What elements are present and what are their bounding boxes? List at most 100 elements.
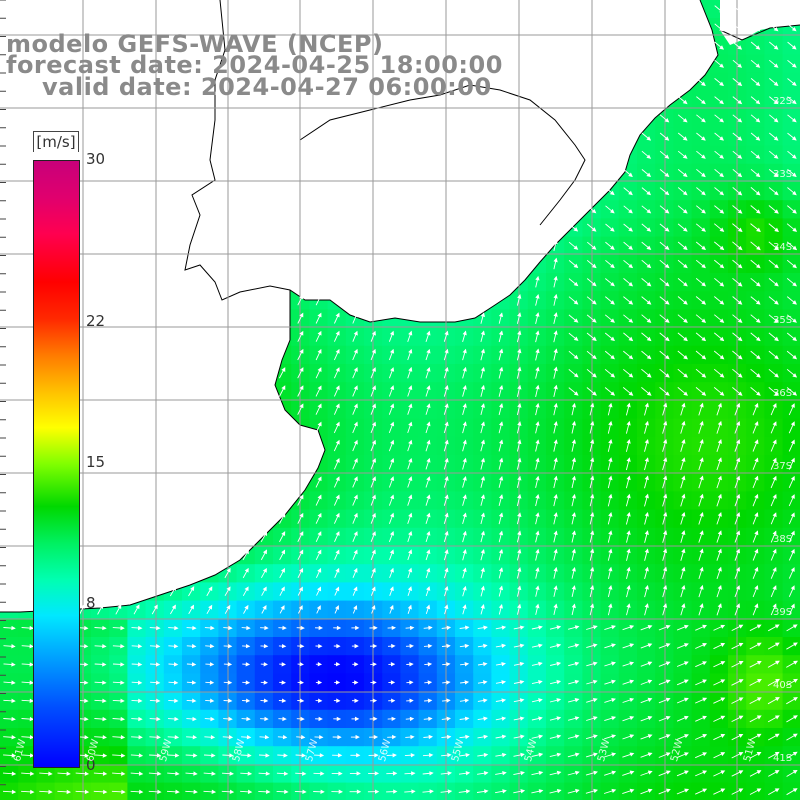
wind-arrow-head <box>608 493 613 499</box>
wind-arrow-head <box>157 789 162 794</box>
wind-arrow-head <box>772 457 777 463</box>
wind-arrow-head <box>519 625 525 630</box>
wind-arrow-head <box>174 625 179 631</box>
wind-arrow-head <box>389 567 394 573</box>
wind-arrow-head <box>281 385 286 391</box>
wind-arrow-head <box>683 336 688 342</box>
wind-arrow-head <box>628 227 633 232</box>
wind-arrow-head <box>335 330 340 336</box>
wind-arrow-head <box>682 154 688 159</box>
wind-arrow-head <box>498 530 504 536</box>
wind-arrow-head <box>444 403 449 408</box>
wind-arrow-head <box>299 531 304 536</box>
wind-arrow-head <box>408 476 413 481</box>
wind-arrow-head <box>646 281 652 287</box>
wind-arrow-head <box>792 788 798 793</box>
wind-arrow-head <box>790 421 795 427</box>
wind-arrow-head <box>626 439 631 444</box>
wind-arrow-head <box>790 457 795 463</box>
wind-arrow-head <box>535 567 540 572</box>
wind-arrow-head <box>573 300 579 305</box>
land-mask <box>0 0 800 612</box>
wind-arrow-head <box>392 753 397 758</box>
wind-arrow-head <box>244 604 249 610</box>
wind-arrow-head <box>444 530 449 536</box>
wind-arrow-head <box>444 439 449 445</box>
wind-cell <box>782 291 800 310</box>
wind-arrow-head <box>792 300 797 305</box>
wind-arrow-head <box>244 586 249 592</box>
wind-arrow-head <box>720 715 726 720</box>
wind-arrow-head <box>793 642 798 647</box>
wind-arrow-head <box>535 494 540 499</box>
wind-arrow-head <box>754 475 759 481</box>
wind-arrow-head <box>462 530 467 536</box>
wind-arrow-head <box>772 512 777 518</box>
wind-arrow-head <box>556 625 562 630</box>
wind-arrow-head <box>592 679 598 685</box>
colorbar-tick-label: 0 <box>86 756 96 774</box>
wind-arrow-head <box>390 662 396 667</box>
wind-arrow-head <box>556 789 562 794</box>
wind-arrow-head <box>699 493 704 499</box>
wind-arrow-head <box>755 282 761 287</box>
wind-arrow-head <box>553 603 558 609</box>
wind-arrow-head <box>190 604 194 610</box>
wind-arrow-head <box>444 330 449 336</box>
wind-arrow-head <box>717 603 722 608</box>
wind-arrow-head <box>592 643 598 648</box>
wind-cell <box>782 236 800 256</box>
wind-arrow-head <box>719 190 725 196</box>
wind-arrow-head <box>591 263 597 269</box>
wind-arrow-head <box>29 644 34 649</box>
wind-arrow-head <box>772 548 777 554</box>
wind-arrow-head <box>137 680 143 685</box>
wind-arrow-head <box>792 769 798 775</box>
wind-arrow-head <box>446 662 451 667</box>
wind-arrow-head <box>374 771 380 776</box>
wind-arrow-head <box>735 530 741 536</box>
wind-arrow-head <box>717 566 722 572</box>
wind-arrow-head <box>609 227 615 232</box>
wind-arrow-head <box>535 457 540 463</box>
wind-arrow-head <box>629 625 635 630</box>
wind-arrow-head <box>699 603 704 608</box>
wind-arrow-head <box>501 625 507 630</box>
wind-arrow-head <box>48 789 53 795</box>
wind-arrow-head <box>611 770 617 775</box>
wind-arrow-head <box>719 136 724 141</box>
wind-arrow-head <box>553 530 558 536</box>
wind-arrow-head <box>408 385 413 390</box>
wind-arrow-head <box>683 282 688 287</box>
wind-arrow-head <box>790 512 795 518</box>
wind-cell <box>782 309 800 329</box>
wind-arrow-head <box>155 644 161 649</box>
wind-arrow-head <box>699 420 704 426</box>
wind-arrow-head <box>538 770 544 776</box>
wind-arrow-head <box>425 604 431 610</box>
wind-arrow-head <box>662 457 668 462</box>
wind-arrow-head <box>245 680 251 685</box>
wind-arrow-head <box>755 99 761 105</box>
wind-arrow-head <box>263 698 269 703</box>
wind-arrow-head <box>681 439 686 444</box>
wind-arrow-head <box>791 45 797 50</box>
wind-arrow-head <box>665 752 671 757</box>
wind-arrow-head <box>462 439 467 445</box>
wind-arrow-head <box>407 586 413 591</box>
wind-arrow-head <box>317 476 322 482</box>
wind-arrow-head <box>665 643 671 648</box>
wind-arrow-head <box>791 99 797 105</box>
wind-arrow-head <box>121 771 126 776</box>
wind-arrow-head <box>244 549 249 555</box>
wind-arrow-head <box>501 734 507 739</box>
wind-arrow-head <box>335 549 340 555</box>
wind-arrow-head <box>211 771 216 776</box>
wind-arrow-head <box>138 698 143 704</box>
wind-arrow-head <box>209 643 215 649</box>
wind-arrow-head <box>774 624 780 629</box>
wind-arrow-head <box>737 282 743 287</box>
wind-arrow-head <box>608 439 613 444</box>
wind-arrow-head <box>390 385 395 390</box>
wind-arrow-head <box>29 735 35 740</box>
